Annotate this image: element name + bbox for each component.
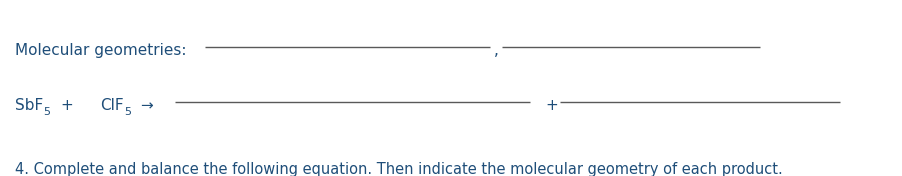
Text: +: + <box>545 98 557 113</box>
Text: ClF: ClF <box>100 98 124 113</box>
Text: +: + <box>60 98 73 113</box>
Text: Molecular geometries:: Molecular geometries: <box>15 43 187 58</box>
Text: ,: , <box>494 43 499 58</box>
Text: 5: 5 <box>124 107 131 117</box>
Text: SbF: SbF <box>15 98 43 113</box>
Text: 4. Complete and balance the following equation. Then indicate the molecular geom: 4. Complete and balance the following eq… <box>15 162 783 176</box>
Text: 5: 5 <box>43 107 50 117</box>
Text: →: → <box>140 98 152 113</box>
